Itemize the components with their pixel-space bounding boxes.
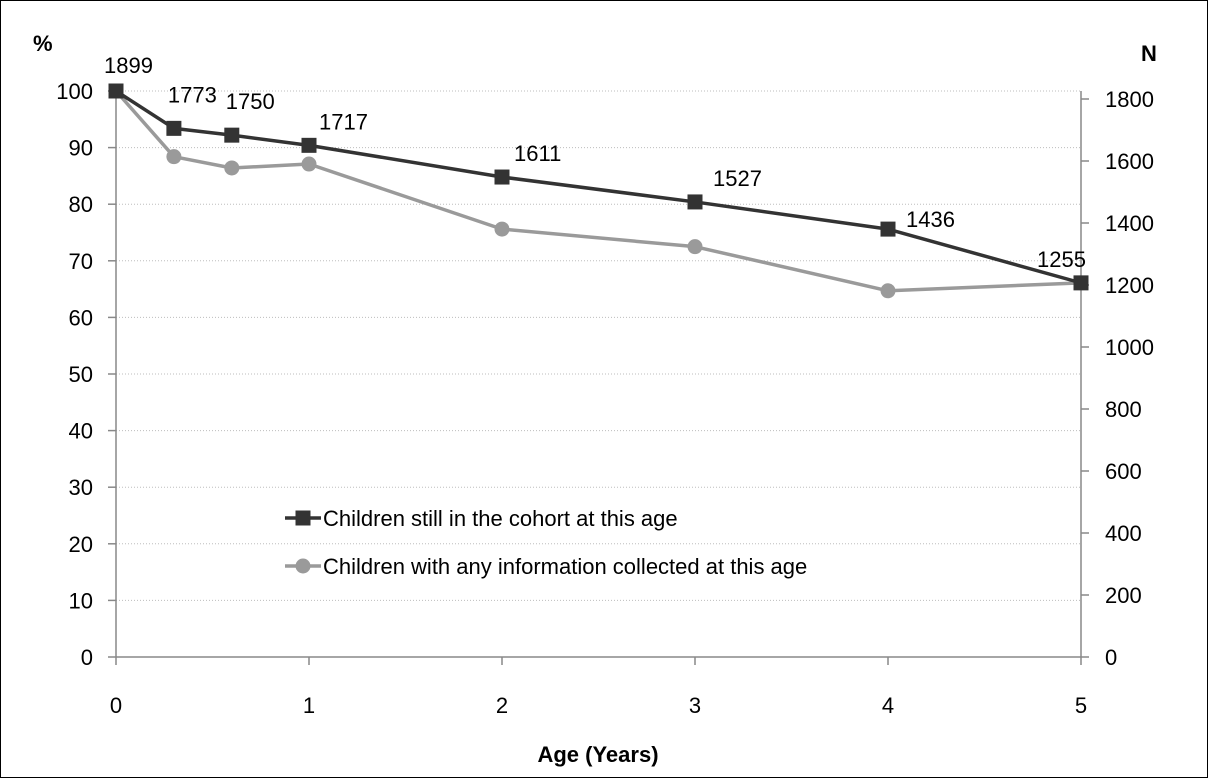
legend-swatch-square (295, 510, 311, 526)
y-right-tick-label: 1000 (1105, 335, 1154, 360)
legend: Children still in the cohort at this age… (285, 506, 807, 579)
series-line (115, 89, 1082, 285)
y-right-tick-label: 1600 (1105, 149, 1154, 174)
x-axis-title: Age (Years) (537, 742, 658, 767)
data-point-circle (494, 221, 510, 237)
data-point-square (880, 221, 896, 237)
data-point-circle (224, 160, 240, 176)
y-left-tick-label: 90 (69, 136, 93, 161)
x-tick-label: 4 (882, 693, 894, 718)
legend-label: Children still in the cohort at this age (323, 506, 678, 531)
y-left-tick-label: 20 (69, 532, 93, 557)
axes: 0102030405060708090100020040060080010001… (56, 79, 1154, 718)
data-point-circle (301, 156, 317, 172)
data-point-square (224, 127, 240, 143)
y-left-unit-label: % (33, 31, 53, 56)
data-point-square (108, 83, 124, 99)
data-point-square (494, 169, 510, 185)
y-left-tick-label: 50 (69, 362, 93, 387)
data-point-circle (166, 149, 182, 165)
data-point-circle (880, 283, 896, 299)
data-label: 1773 (168, 82, 217, 107)
y-right-tick-label: 1800 (1105, 87, 1154, 112)
x-tick-label: 5 (1075, 693, 1087, 718)
x-tick-label: 2 (496, 693, 508, 718)
data-point-circle (687, 239, 703, 255)
y-left-tick-label: 40 (69, 419, 93, 444)
y-right-tick-label: 200 (1105, 583, 1142, 608)
legend-label: Children with any information collected … (323, 554, 807, 579)
y-left-tick-label: 80 (69, 192, 93, 217)
data-label: 1899 (104, 53, 153, 78)
data-point-square (301, 137, 317, 153)
gridlines (116, 90, 1081, 601)
y-left-tick-label: 0 (81, 645, 93, 670)
y-left-tick-label: 30 (69, 475, 93, 500)
data-point-square (1073, 275, 1089, 291)
y-right-unit-label: N (1141, 41, 1157, 66)
data-label: 1611 (514, 141, 561, 166)
x-tick-label: 3 (689, 693, 701, 718)
y-left-tick-label: 60 (69, 305, 93, 330)
y-left-tick-label: 100 (56, 79, 93, 104)
legend-swatch-circle (295, 558, 311, 574)
data-labels: 1899 1773 1750 1717 1611 1527 1436 1255 (104, 53, 1086, 272)
x-tick-label: 0 (110, 693, 122, 718)
y-left-tick-label: 70 (69, 249, 93, 274)
data-label: 1255 (1037, 247, 1086, 272)
y-right-tick-label: 400 (1105, 521, 1142, 546)
y-right-tick-label: 1200 (1105, 273, 1154, 298)
data-label: 1750 (226, 89, 275, 114)
y-left-tick-label: 10 (69, 588, 93, 613)
y-right-tick-label: 600 (1105, 459, 1142, 484)
x-tick-label: 1 (303, 693, 315, 718)
y-right-tick-label: 1400 (1105, 211, 1154, 236)
series-line (114, 89, 1082, 293)
data-label: 1436 (906, 207, 955, 232)
data-point-square (687, 194, 703, 210)
data-label: 1717 (319, 109, 368, 134)
y-right-tick-label: 0 (1105, 645, 1117, 670)
data-point-square (166, 120, 182, 136)
data-label: 1527 (713, 166, 762, 191)
series-group (108, 83, 1089, 299)
y-right-tick-label: 800 (1105, 397, 1142, 422)
